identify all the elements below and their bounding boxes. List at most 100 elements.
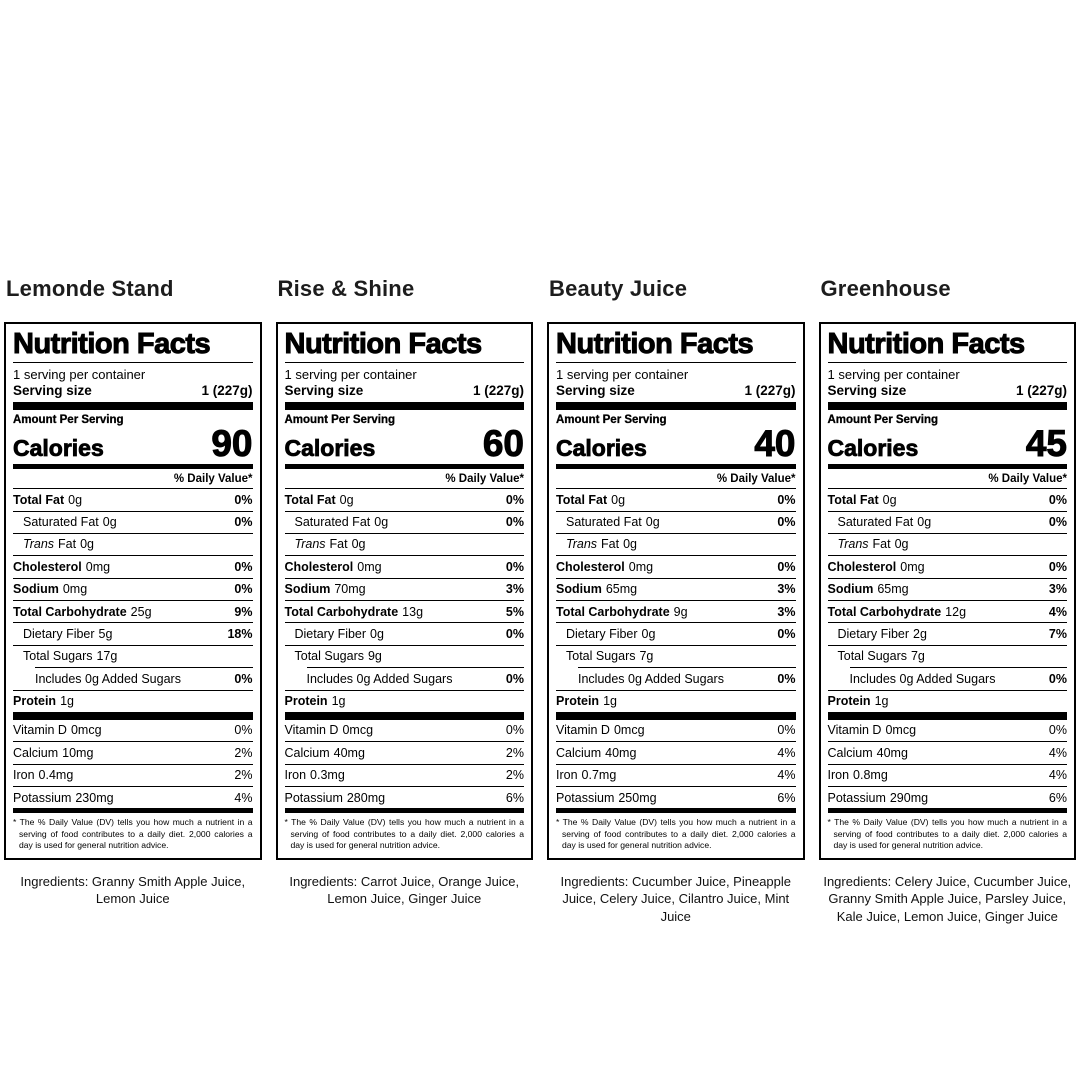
product-label: Lemonde Stand Nutrition Facts 1 serving … [4,278,262,926]
calories-row: Calories 40 [556,424,796,462]
nutrient-row-saturated-fat: Saturated Fat 0g 0% [556,512,796,534]
calories-label: Calories [284,434,376,461]
nutrient-row-trans-fat: Trans Fat 0g [556,534,796,557]
nutrient-row-sodium: Sodium 70mg 3% [284,579,524,602]
calories-row: Calories 60 [284,423,524,464]
daily-value-header: % Daily Value* [284,469,524,490]
nutrient-row-potassium: Potassium 250mg 6% [556,790,796,805]
daily-value-header: % Daily Value* [556,469,796,490]
nutrient-row-protein: Protein 1g [284,694,346,709]
amount-per-serving-label: Amount Per Serving [556,414,667,426]
indented-divider [306,667,524,669]
nutrient-row-iron: Iron 0.7mg 4% [556,765,796,788]
serving-size-row: Serving size 1 (227g) [828,383,1068,398]
divider-bar-thick [284,711,524,720]
daily-value-header: % Daily Value* [13,469,253,490]
divider-bar-medium [13,808,253,814]
calories-value: 45 [1025,423,1067,464]
divider-bar-thick [13,402,253,410]
nutrient-row-iron: Iron 0.3mg 2% [284,765,524,788]
product-label: Rise & Shine Nutrition Facts 1 serving p… [275,278,533,926]
daily-value-header: % Daily Value* [827,469,1067,490]
divider-bar-medium [827,808,1067,814]
nutrition-facts-title: Nutrition Facts [284,328,524,363]
nutrient-row-added-sugars: Includes 0g Added Sugars 0% [284,668,524,691]
nutrient-row-cholesterol: Cholesterol 0mg 0% [284,556,524,579]
amount-per-serving-label: Amount Per Serving [284,414,396,426]
nutrient-row-dietary-fiber: Dietary Fiber 0g 0% [284,623,524,646]
servings-per-container: 1 serving per container [284,367,417,382]
divider-bar-thick [556,711,796,720]
divider-bar-thick [556,402,796,410]
nutrient-row-vitamin-d: Vitamin D 0mcg 0% [284,720,524,743]
nutrient-row-total-sugars: Total Sugars 7g [566,649,654,664]
nutrient-row-protein: Protein 1g [556,694,617,709]
nutrient-row-sodium: Sodium 0mg 0% [13,579,253,602]
nutrition-facts-panel: Nutrition Facts 1 serving per container … [547,322,805,860]
product-name: Lemonde Stand [6,276,174,301]
divider-bar-thick [827,402,1067,410]
ingredients-text: Ingredients: Celery Juice, Cucumber Juic… [823,873,1072,924]
nutrient-row-vitamin-d: Vitamin D 0mcg 0% [827,720,1067,743]
serving-size-value: 1 (227g) [1015,383,1067,398]
nutrient-row-total-carbohydrate: Total Carbohydrate 12g 4% [827,601,1067,624]
servings-per-container: 1 serving per container [556,367,689,382]
ingredients-text: Ingredients: Granny Smith Apple Juice, L… [20,873,246,907]
divider-bar-medium [556,808,796,814]
nutrient-row-total-fat: Total Fat 0g 0% [556,489,796,512]
indented-divider [849,667,1067,669]
serving-size-label: Serving size [284,383,364,398]
serving-size-value: 1 (227g) [744,383,796,398]
serving-size-label: Serving size [827,383,907,398]
nutrient-row-added-sugars: Includes 0g Added Sugars 0% [827,668,1067,691]
nutrient-row-saturated-fat: Saturated Fat 0g 0% [827,512,1067,534]
nutrient-row-calcium: Calcium 10mg 2% [13,742,253,765]
calories-label: Calories [556,434,648,461]
divider-bar-medium [284,808,524,814]
ingredients-text: Ingredients: Cucumber Juice, Pineapple J… [560,873,792,924]
nutrient-row-calcium: Calcium 40mg 4% [827,742,1067,765]
nutrient-row-trans-fat: Trans Fat 0g [284,534,524,557]
servings-per-container: 1 serving per container [827,367,960,382]
nutrient-row-total-fat: Total Fat 0g 0% [827,489,1067,512]
nutrient-row-protein: Protein 1g [13,694,74,709]
nutrient-row-cholesterol: Cholesterol 0mg 0% [827,556,1067,579]
nutrient-row-cholesterol: Cholesterol 0mg 0% [13,556,253,579]
daily-value-footnote: * The % Daily Value (DV) tells you how m… [556,817,796,850]
indented-divider [578,667,796,669]
nutrient-row-vitamin-d: Vitamin D 0mcg 0% [556,720,796,743]
daily-value-footnote: * The % Daily Value (DV) tells you how m… [827,817,1068,850]
serving-size-row: Serving size 1 (227g) [285,383,525,398]
nutrient-row-sodium: Sodium 65mg 3% [827,579,1067,602]
nutrient-row-potassium: Potassium 290mg 6% [827,790,1068,805]
divider-bar-medium [284,464,524,470]
amount-per-serving-label: Amount Per Serving [13,414,124,426]
nutrition-facts-title: Nutrition Facts [556,328,796,363]
nutrient-row-cholesterol: Cholesterol 0mg 0% [556,556,796,579]
divider-bar-medium [556,464,796,470]
divider-bar-thick [284,402,524,410]
ingredients-text: Ingredients: Carrot Juice, Orange Juice,… [289,873,520,907]
nutrient-row-protein: Protein 1g [827,694,889,709]
product-label: Beauty Juice Nutrition Facts 1 serving p… [547,278,805,926]
daily-value-footnote: * The % Daily Value (DV) tells you how m… [13,817,253,850]
serving-size-row: Serving size 1 (227g) [556,383,796,398]
nutrient-row-calcium: Calcium 40mg 2% [284,742,524,765]
nutrition-facts-panel: Nutrition Facts 1 serving per container … [818,322,1076,860]
nutrient-row-added-sugars: Includes 0g Added Sugars 0% [556,668,796,691]
nutrient-row-total-fat: Total Fat 0g 0% [284,489,524,512]
nutrient-row-dietary-fiber: Dietary Fiber 0g 0% [556,623,796,646]
nutrient-row-potassium: Potassium 230mg 4% [13,790,253,805]
calories-value: 60 [482,423,524,464]
nutrient-row-dietary-fiber: Dietary Fiber 2g 7% [827,623,1067,646]
divider-bar-thick [13,711,253,720]
nutrient-row-total-sugars: Total Sugars 7g [837,649,925,664]
serving-size-label: Serving size [13,383,92,398]
calories-label: Calories [13,434,105,461]
nutrient-row-total-carbohydrate: Total Carbohydrate 13g 5% [284,601,524,624]
nutrient-row-trans-fat: Trans Fat 0g [13,534,253,557]
nutrition-facts-title: Nutrition Facts [827,328,1067,363]
nutrient-row-total-sugars: Total Sugars 17g [23,649,118,664]
nutrient-row-total-carbohydrate: Total Carbohydrate 25g 9% [13,601,253,624]
nutrient-row-trans-fat: Trans Fat 0g [827,534,1067,557]
